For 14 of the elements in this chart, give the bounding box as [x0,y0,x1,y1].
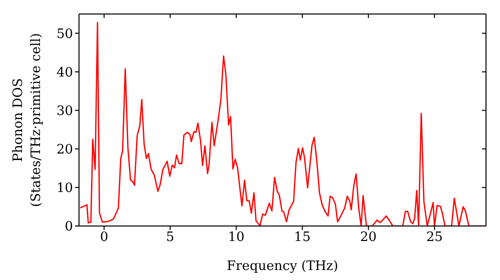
x-tick-label: 0 [100,230,108,246]
y-tick-label: 40 [56,65,73,80]
y-tick-label: 10 [56,181,73,196]
x-tick-label: 15 [294,230,311,246]
x-tick-label: 20 [360,230,377,246]
y-tick-label: 30 [56,104,73,119]
x-tick-label: 5 [166,230,174,246]
y-tick-label: 20 [56,142,73,158]
y-axis-title: Phonon DOS (States/THz·primitive cell) [11,32,44,208]
x-tick-label: 25 [426,230,443,246]
y-tick-label: 0 [64,220,73,235]
x-axis-title: Frequency (THz) [226,259,338,274]
y-tick-label: 50 [56,26,73,42]
x-tick-label: 10 [228,230,245,246]
